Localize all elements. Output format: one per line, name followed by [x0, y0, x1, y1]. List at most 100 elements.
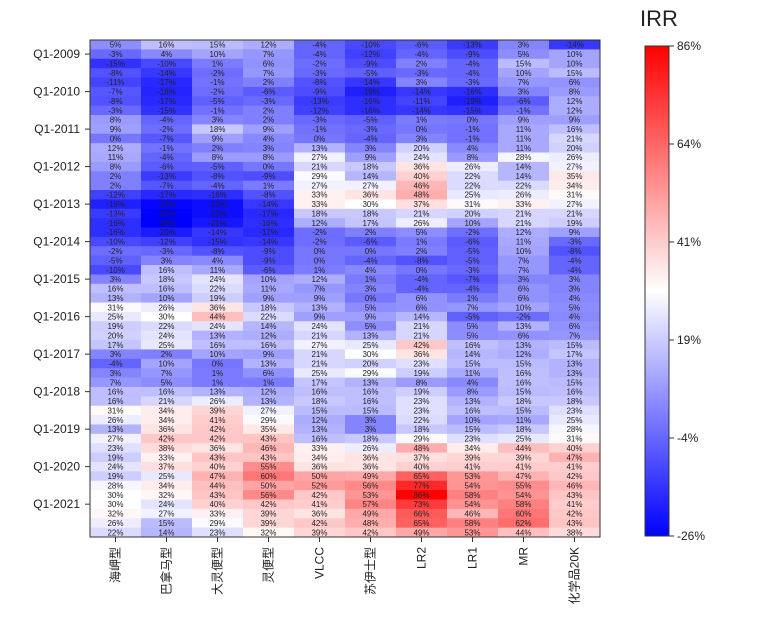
heatmap-cell — [345, 133, 397, 144]
heatmap-cell — [447, 96, 499, 107]
heatmap-cell — [549, 349, 601, 360]
heatmap-cell — [90, 424, 142, 435]
heatmap-cell-label: 41% — [311, 500, 327, 509]
heatmap-cell-label: 27% — [566, 163, 582, 172]
heatmap-cell — [90, 218, 142, 228]
heatmap-cell-label: 39% — [260, 510, 276, 519]
heatmap-cell — [243, 274, 295, 285]
heatmap-cell-label: 29% — [362, 369, 378, 378]
heatmap-cell — [498, 508, 550, 519]
heatmap-cell — [192, 246, 244, 257]
heatmap-cell — [294, 208, 346, 219]
heatmap-cell — [141, 115, 193, 125]
heatmap-cell — [294, 433, 346, 444]
heatmap-cell-label: -3% — [567, 238, 581, 247]
heatmap-cell-label: -12% — [361, 50, 380, 59]
x-tick-label: LR1 — [466, 547, 480, 569]
heatmap-cell-label: 3% — [365, 425, 377, 434]
heatmap-cell — [294, 255, 346, 266]
heatmap-cell — [294, 358, 346, 369]
heatmap-cell-label: 4% — [212, 256, 224, 265]
heatmap-cell — [498, 227, 550, 238]
heatmap-cell-label: -23% — [208, 200, 227, 209]
heatmap-cell — [345, 180, 397, 191]
heatmap-cell-label: 4% — [365, 266, 377, 275]
heatmap-cell-label: -8% — [414, 256, 428, 265]
heatmap-cell — [345, 124, 397, 135]
heatmap-cell — [345, 358, 397, 369]
heatmap-cell-label: 50% — [311, 472, 327, 481]
heatmap-cell-label: 47% — [566, 453, 582, 462]
heatmap-cell-label: 23% — [464, 435, 480, 444]
heatmap-cell-label: 41% — [464, 463, 480, 472]
heatmap-cell — [345, 218, 397, 228]
heatmap-cell — [243, 49, 295, 60]
heatmap-cell — [243, 330, 295, 341]
heatmap-cell — [141, 490, 193, 500]
heatmap-cell — [447, 161, 499, 172]
heatmap-cell-label: 8% — [416, 378, 428, 387]
heatmap-cell-label: 36% — [362, 191, 378, 200]
heatmap-cell — [90, 255, 142, 266]
heatmap-cell — [141, 302, 193, 313]
heatmap-cell-label: 21% — [515, 219, 531, 228]
heatmap-cell-label: -3% — [465, 78, 479, 87]
heatmap-cell-label: 12% — [566, 97, 582, 106]
heatmap-cell-label: 23% — [413, 406, 429, 415]
heatmap-cell-label: 48% — [413, 444, 429, 453]
heatmap-cell — [498, 105, 550, 116]
heatmap-cell — [396, 236, 448, 247]
heatmap-cell — [345, 255, 397, 266]
x-tick-label: MR — [517, 547, 531, 566]
heatmap-cell — [498, 424, 550, 435]
heatmap-cell-label: 42% — [260, 500, 276, 509]
heatmap-cell-label: 5% — [110, 41, 122, 50]
heatmap-cell — [396, 180, 448, 191]
heatmap-cell-label: -15% — [106, 59, 125, 68]
heatmap-cell — [294, 49, 346, 60]
heatmap-cell — [90, 86, 142, 97]
heatmap-cell — [549, 208, 601, 219]
heatmap-cell-label: 25% — [566, 416, 582, 425]
heatmap-cell — [90, 452, 142, 463]
heatmap-cell-label: 25% — [464, 191, 480, 200]
heatmap-cell-label: 2% — [263, 106, 275, 115]
heatmap-cell-label: 3% — [110, 350, 122, 359]
heatmap-cell — [498, 115, 550, 125]
heatmap-cell-label: 2% — [416, 59, 428, 68]
heatmap-cell — [447, 349, 499, 360]
heatmap-cell-label: -9% — [363, 59, 377, 68]
heatmap-cell-label: 31% — [107, 406, 123, 415]
heatmap-cell-label: 37% — [413, 453, 429, 462]
heatmap-cell — [90, 152, 142, 163]
heatmap-cell-label: -9% — [312, 88, 326, 97]
heatmap-cell-label: 6% — [263, 59, 275, 68]
colorbar-title: IRR — [640, 6, 678, 31]
heatmap-cell-label: 13% — [311, 303, 327, 312]
heatmap-cell — [243, 405, 295, 416]
heatmap-cell — [141, 265, 193, 275]
heatmap-cell — [141, 105, 193, 116]
heatmap-cell — [396, 218, 448, 228]
heatmap-cell-label: 13% — [362, 331, 378, 340]
heatmap-cell-label: 14% — [260, 322, 276, 331]
heatmap-cell — [447, 265, 499, 275]
heatmap-cell-label: 7% — [518, 256, 530, 265]
heatmap-cell-label: 27% — [566, 200, 582, 209]
x-tick-label: LR2 — [415, 547, 429, 569]
heatmap-cell — [396, 143, 448, 153]
heatmap-cell — [549, 302, 601, 313]
heatmap-cell-label: 54% — [515, 491, 531, 500]
heatmap-cell — [447, 246, 499, 257]
heatmap-cell-label: 15% — [464, 360, 480, 369]
heatmap-cell-label: 33% — [515, 200, 531, 209]
heatmap-cell-label: -9% — [465, 50, 479, 59]
heatmap-cell — [498, 77, 550, 88]
heatmap-cell — [549, 358, 601, 369]
heatmap-cell — [447, 68, 499, 78]
heatmap-cell — [294, 124, 346, 135]
heatmap-cell-label: -4% — [312, 50, 326, 59]
heatmap-cell-label: 37% — [158, 463, 174, 472]
heatmap-cell-label: 16% — [158, 388, 174, 397]
heatmap-cell-label: 33% — [311, 444, 327, 453]
